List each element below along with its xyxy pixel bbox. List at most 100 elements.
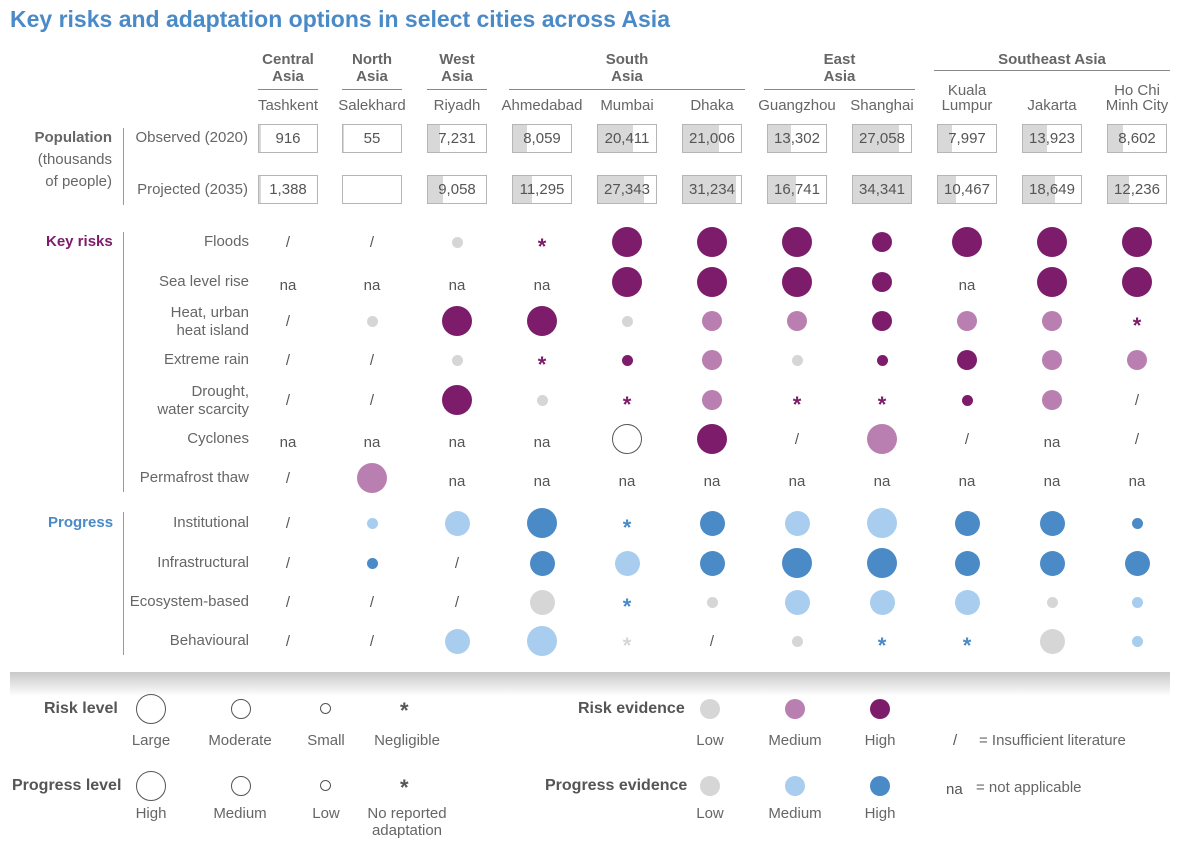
not-applicable-mark: na <box>448 433 466 451</box>
legend-label: Large <box>131 732 171 749</box>
insufficient-literature-mark: / <box>369 351 375 369</box>
risk-cell: na <box>427 458 487 498</box>
insufficient-literature-mark: / <box>285 233 291 251</box>
level-dot <box>1131 635 1143 647</box>
risk-cell <box>512 380 572 420</box>
population-value: 13,923 <box>1029 130 1075 147</box>
risk-cell <box>597 340 657 380</box>
observed-population-cell: 8,602 <box>1107 124 1167 153</box>
risk-cell <box>767 222 827 262</box>
key-risks-label: Key risks <box>46 233 113 250</box>
level-dot <box>1042 311 1062 331</box>
risk-cell <box>1107 222 1167 262</box>
insufficient-literature-mark: / <box>285 351 291 369</box>
population-value: 31,234 <box>689 181 735 198</box>
level-dot <box>1037 227 1067 257</box>
insufficient-literature-mark: / <box>285 593 291 611</box>
risk-cell <box>767 340 827 380</box>
level-dot <box>1122 227 1152 257</box>
population-value: 20,411 <box>604 130 650 147</box>
population-fill <box>768 125 791 152</box>
not-applicable-mark: na <box>703 472 721 490</box>
progress-cell <box>512 543 572 583</box>
risk-cell <box>427 380 487 420</box>
level-dot <box>612 424 642 454</box>
medium-circle-icon <box>231 776 251 796</box>
progress-cell: / <box>682 621 742 661</box>
insufficient-literature-mark: / <box>369 632 375 650</box>
level-dot <box>872 311 892 331</box>
progress-cell <box>1022 503 1082 543</box>
level-dot <box>451 354 463 366</box>
asterisk-icon: * <box>400 698 409 723</box>
risk-cell <box>1022 262 1082 302</box>
projected-population-cell: 27,343 <box>597 175 657 204</box>
progress-row-label: Behavioural <box>169 632 249 649</box>
risk-cell <box>852 340 912 380</box>
progress-row-label: Ecosystem-based <box>129 593 249 610</box>
not-applicable-mark: na <box>363 433 381 451</box>
risk-cell <box>342 458 402 498</box>
divider-line <box>123 512 124 655</box>
level-dot <box>529 550 555 576</box>
risk-cell: / <box>1107 419 1167 459</box>
projected-population-cell: 10,467 <box>937 175 997 204</box>
insufficient-literature-mark: / <box>1134 391 1140 409</box>
projected-label: Projected (2035) <box>137 181 248 198</box>
observed-population-cell: 7,231 <box>427 124 487 153</box>
progress-level-title: Progress level <box>12 777 122 794</box>
city-name: Salekhard <box>338 97 406 114</box>
progress-cell <box>1022 621 1082 661</box>
risk-cell <box>512 301 572 341</box>
population-value: 1,388 <box>269 181 307 198</box>
risk-row-label: Sea level rise <box>158 273 249 290</box>
page-title: Key risks and adaptation options in sele… <box>10 6 670 32</box>
level-dot <box>867 548 897 578</box>
level-dot <box>1039 628 1065 654</box>
legend-label: Negligible <box>374 732 440 749</box>
not-applicable-mark: na <box>1043 433 1061 451</box>
city-name: Tashkent <box>257 97 319 114</box>
level-dot <box>702 390 722 410</box>
progress-cell: * <box>597 582 657 622</box>
negligible-asterisk-mark: * <box>622 515 632 540</box>
progress-cell <box>342 543 402 583</box>
population-fill <box>513 125 527 152</box>
level-dot <box>527 626 557 656</box>
level-dot <box>784 510 810 536</box>
insufficient-literature-mark: / <box>285 514 291 532</box>
not-applicable-mark: na <box>533 433 551 451</box>
level-dot <box>787 311 807 331</box>
risk-cell <box>937 340 997 380</box>
risk-row-label: Heat, urban heat island <box>170 304 249 339</box>
level-dot <box>451 236 463 248</box>
insufficient-literature-mark: / <box>794 430 800 448</box>
legend-label: No reported adaptation <box>367 805 447 839</box>
population-fill <box>428 176 444 203</box>
risk-cell <box>1022 222 1082 262</box>
insufficient-literature-mark: / <box>964 430 970 448</box>
progress-cell <box>1022 582 1082 622</box>
risk-cell: / <box>767 419 827 459</box>
level-dot <box>442 385 472 415</box>
negligible-asterisk-mark: * <box>1132 313 1142 338</box>
risk-cell: / <box>342 380 402 420</box>
progress-cell: * <box>937 621 997 661</box>
risk-row-label: Drought, water scarcity <box>157 383 249 418</box>
progress-cell <box>937 582 997 622</box>
risk-row-label: Extreme rain <box>163 351 249 368</box>
progress-cell: / <box>258 582 318 622</box>
not-applicable-mark: na <box>788 472 806 490</box>
progress-cell <box>937 543 997 583</box>
risk-cell <box>682 222 742 262</box>
level-dot <box>366 557 378 569</box>
level-dot <box>366 315 378 327</box>
population-value: 16,741 <box>774 181 820 198</box>
city-name: Shanghai <box>850 97 914 114</box>
risk-cell: * <box>1107 301 1167 341</box>
insufficient-literature-mark: / <box>454 554 460 572</box>
insufficient-literature-mark: / <box>1134 430 1140 448</box>
risk-cell <box>597 262 657 302</box>
observed-population-cell: 20,411 <box>597 124 657 153</box>
population-value: 55 <box>363 130 381 147</box>
